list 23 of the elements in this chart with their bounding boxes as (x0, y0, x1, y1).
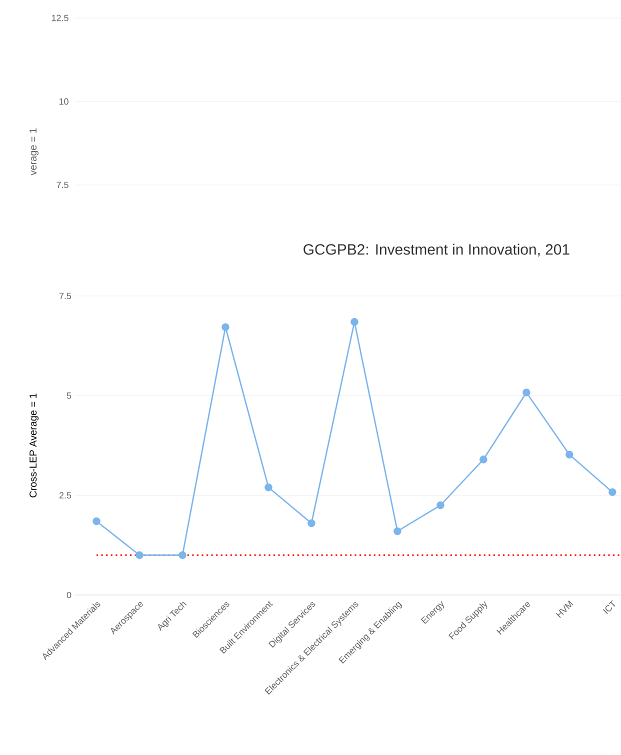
point (566, 450, 574, 459)
text: 10 (59, 98, 68, 105)
point (264, 483, 272, 492)
x-tick-label: ICT (602, 600, 616, 614)
point (394, 527, 402, 536)
point (308, 519, 316, 528)
y-axis-title: Cross-LEP Average = 1 (30, 394, 39, 498)
y-tick-label: 2.5 (59, 492, 72, 499)
text: 12.5 (52, 14, 68, 22)
y-tick-label: 5 (66, 392, 72, 399)
point (522, 388, 530, 396)
text: verage = 1 (30, 128, 39, 176)
point (350, 318, 358, 326)
y-tick-label: 7.5 (59, 292, 72, 300)
point (608, 488, 616, 496)
point (92, 517, 100, 526)
point (480, 456, 488, 464)
point (222, 323, 230, 331)
point (178, 551, 186, 560)
y-tick-label: 0 (66, 592, 72, 598)
point (136, 551, 144, 560)
point (436, 501, 444, 510)
chart-title: GCGPB2: Investment in Innovation, 201 (304, 244, 570, 256)
